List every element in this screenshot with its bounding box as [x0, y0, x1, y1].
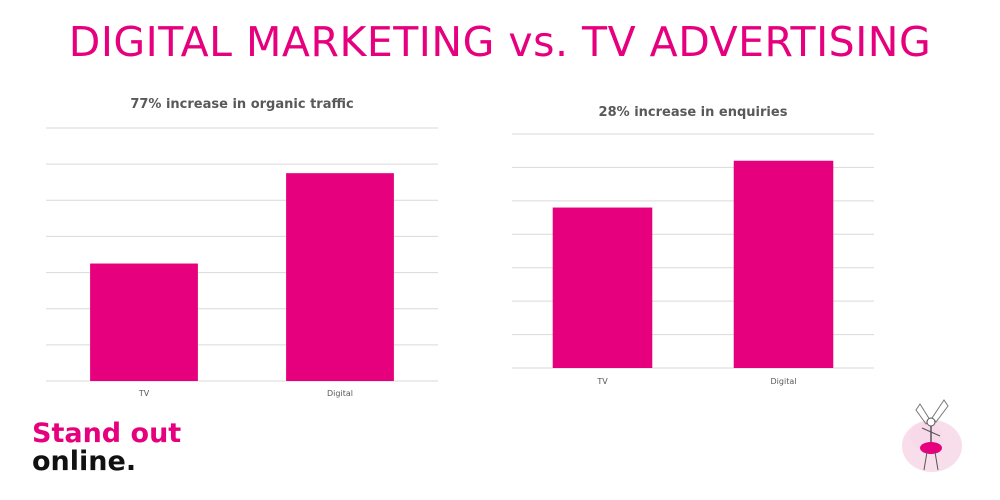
- brand-logo: Stand out online.: [32, 420, 181, 476]
- category-label: TV: [596, 377, 608, 386]
- brand-line-2: online.: [32, 446, 137, 477]
- bar-tv: [552, 207, 653, 368]
- chart-title: 28% increase in enquiries: [599, 105, 788, 120]
- bar-digital: [286, 173, 394, 381]
- brand-line-1: Stand out: [32, 418, 182, 449]
- bar-chart-1: 77% increase in organic traffic TV Digital: [46, 97, 438, 398]
- page-headline: DIGITAL MARKETING vs. TV ADVERTISING: [68, 18, 932, 66]
- category-label: TV: [138, 389, 150, 398]
- bar-digital: [733, 160, 834, 368]
- chart-title: 77% increase in organic traffic: [130, 97, 353, 112]
- category-label: Digital: [771, 377, 797, 386]
- fairy-mascot-icon: [902, 399, 962, 472]
- bar-tv: [90, 263, 198, 381]
- category-label: Digital: [327, 389, 353, 398]
- bar-chart-2: 28% increase in enquiries TV Digital: [512, 105, 874, 386]
